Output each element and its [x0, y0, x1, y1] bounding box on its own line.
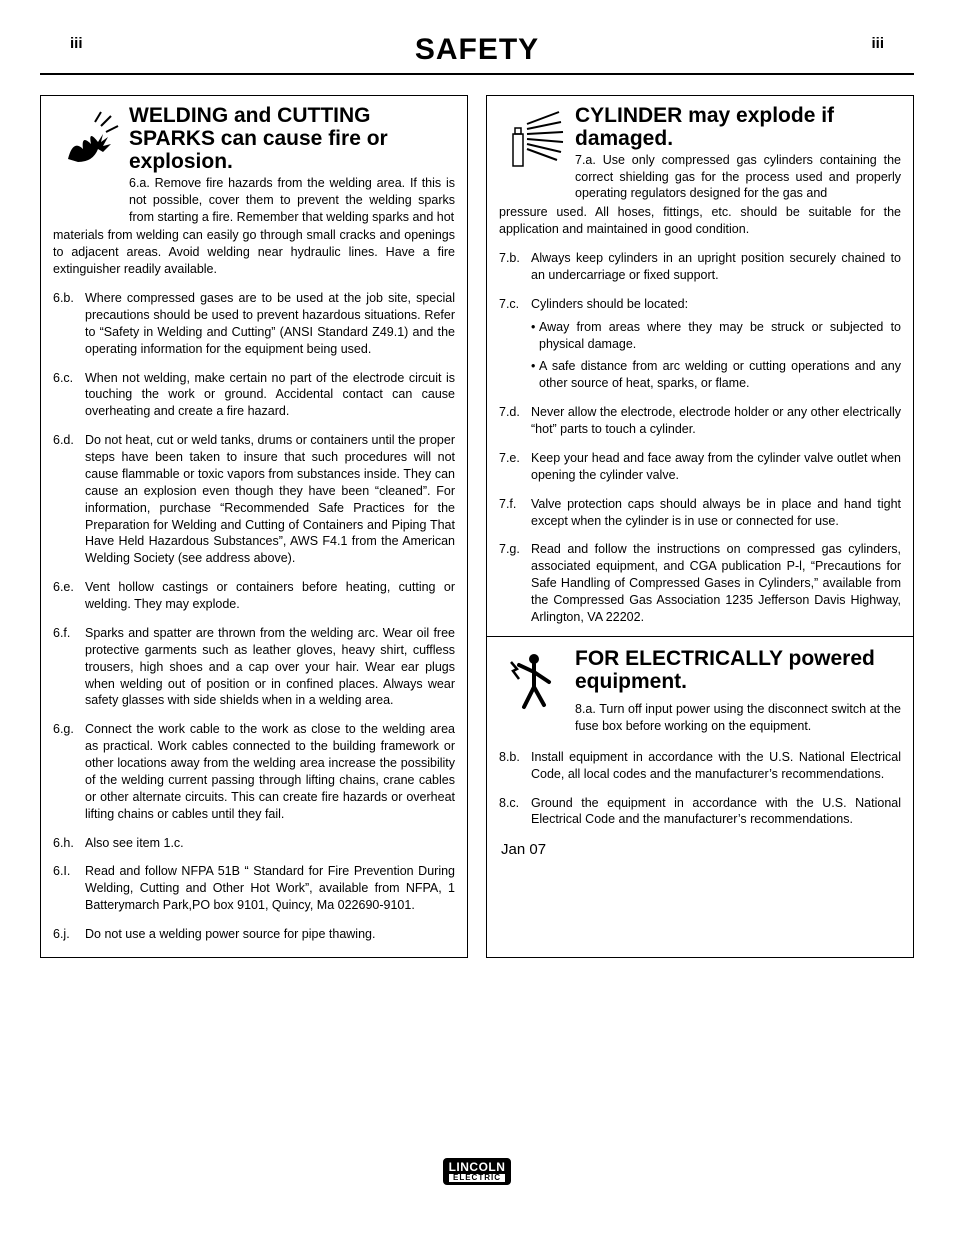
lincoln-logo-icon: LINCOLN ELECTRIC	[443, 1158, 512, 1185]
welding-item-label: 6.e.	[53, 579, 85, 613]
item-7a-inline: 7.a. Use only compressed gas cylinders c…	[575, 152, 901, 203]
welding-item-label: 6.I.	[53, 863, 85, 914]
electrical-item-text: Ground the equipment in accordance with …	[531, 795, 901, 829]
revision-date: Jan 07	[501, 840, 901, 860]
cylinder-item-label: 7.b.	[499, 250, 531, 284]
welding-item-text: Sparks and spatter are thrown from the w…	[85, 625, 455, 709]
footer-logo: LINCOLN ELECTRIC	[40, 1158, 914, 1185]
welding-item-label: 6.h.	[53, 835, 85, 852]
cylinder-section-head: CYLINDER may explode if damaged. 7.a. Us…	[499, 104, 901, 203]
welding-item: 6.e.Vent hollow castings or containers b…	[53, 579, 455, 613]
item-7a-cont: pressure used. All hoses, fittings, etc.…	[499, 204, 901, 238]
item-8a-inline: 8.a. Turn off input power using the disc…	[575, 701, 901, 735]
welding-item: 6.c.When not welding, make certain no pa…	[53, 370, 455, 421]
cylinder-explode-icon	[499, 104, 569, 174]
cylinder-item-label: 7.c.	[499, 296, 531, 313]
welding-item-text: Do not use a welding power source for pi…	[85, 926, 455, 943]
welding-item-label: 6.c.	[53, 370, 85, 421]
page-title: SAFETY	[40, 30, 914, 75]
content-columns: WELDING and CUTTING SPARKS can cause fir…	[40, 95, 914, 958]
cylinder-sub-item-text: A safe distance from arc welding or cutt…	[539, 358, 901, 392]
welding-item: 6.I.Read and follow NFPA 51B “ Standard …	[53, 863, 455, 914]
welding-section-head: WELDING and CUTTING SPARKS can cause fir…	[53, 104, 455, 226]
welding-item: 6.b.Where compressed gases are to be use…	[53, 290, 455, 358]
page-header: iii SAFETY iii	[40, 30, 914, 75]
logo-bottom: ELECTRIC	[449, 1174, 506, 1182]
welding-item-text: Also see item 1.c.	[85, 835, 455, 852]
item-6a-cont: materials from welding can easily go thr…	[53, 227, 455, 278]
electrical-title: FOR ELECTRICALLY powered equipment.	[575, 647, 901, 693]
welding-title: WELDING and CUTTING SPARKS can cause fir…	[129, 104, 455, 173]
welding-item-text: Where compressed gases are to be used at…	[85, 290, 455, 358]
cylinder-item-text: Keep your head and face away from the cy…	[531, 450, 901, 484]
cylinder-item: 7.f.Valve protection caps should always …	[499, 496, 901, 530]
left-column: WELDING and CUTTING SPARKS can cause fir…	[40, 95, 468, 958]
welding-item-label: 6.b.	[53, 290, 85, 358]
logo-top: LINCOLN	[449, 1161, 506, 1173]
electrical-item-label: 8.c.	[499, 795, 531, 829]
welding-item: 6.g.Connect the work cable to the work a…	[53, 721, 455, 822]
cylinder-item: 7.c.Cylinders should be located:	[499, 296, 901, 313]
right-column: CYLINDER may explode if damaged. 7.a. Us…	[486, 95, 914, 958]
cylinder-item-label: 7.d.	[499, 404, 531, 438]
cylinder-title: CYLINDER may explode if damaged.	[575, 104, 901, 150]
bullet-icon: •	[531, 319, 539, 353]
cylinder-item-text: Read and follow the instructions on comp…	[531, 541, 901, 625]
electrical-item-text: Install equipment in accordance with the…	[531, 749, 901, 783]
cylinder-sub-item: •A safe distance from arc welding or cut…	[531, 358, 901, 392]
section-divider	[487, 636, 913, 637]
welding-item: 6.d.Do not heat, cut or weld tanks, drum…	[53, 432, 455, 567]
welding-item: 6.j.Do not use a welding power source fo…	[53, 926, 455, 943]
cylinder-item: 7.b.Always keep cylinders in an upright …	[499, 250, 901, 284]
cylinder-item: 7.d.Never allow the electrode, electrode…	[499, 404, 901, 438]
welding-item-text: Read and follow NFPA 51B “ Standard for …	[85, 863, 455, 914]
electrical-section-head: FOR ELECTRICALLY powered equipment. 8.a.…	[499, 647, 901, 735]
welding-item-label: 6.d.	[53, 432, 85, 567]
welding-item: 6.f.Sparks and spatter are thrown from t…	[53, 625, 455, 709]
page-number-left: iii	[70, 34, 83, 54]
cylinder-sub-item: •Away from areas where they may be struc…	[531, 319, 901, 353]
cylinder-item-label: 7.e.	[499, 450, 531, 484]
cylinder-item-text: Valve protection caps should always be i…	[531, 496, 901, 530]
bullet-icon: •	[531, 358, 539, 392]
welding-item-text: Do not heat, cut or weld tanks, drums or…	[85, 432, 455, 567]
cylinder-item-label: 7.g.	[499, 541, 531, 625]
welding-item: 6.h.Also see item 1.c.	[53, 835, 455, 852]
electrical-item-label: 8.b.	[499, 749, 531, 783]
welding-item-label: 6.f.	[53, 625, 85, 709]
welding-item-text: Vent hollow castings or containers befor…	[85, 579, 455, 613]
welding-item-label: 6.j.	[53, 926, 85, 943]
cylinder-item-text: Always keep cylinders in an upright posi…	[531, 250, 901, 284]
welding-item-label: 6.g.	[53, 721, 85, 822]
cylinder-sub-item-text: Away from areas where they may be struck…	[539, 319, 901, 353]
cylinder-item-text: Cylinders should be located:	[531, 296, 901, 313]
fire-spark-icon	[53, 104, 123, 174]
electrical-item: 8.c.Ground the equipment in accordance w…	[499, 795, 901, 829]
welding-item-text: Connect the work cable to the work as cl…	[85, 721, 455, 822]
electric-shock-icon	[499, 647, 569, 717]
welding-item-text: When not welding, make certain no part o…	[85, 370, 455, 421]
item-6a-inline: 6.a. Remove fire hazards from the weldin…	[129, 175, 455, 226]
cylinder-item: 7.e.Keep your head and face away from th…	[499, 450, 901, 484]
page-number-right: iii	[871, 34, 884, 54]
electrical-item: 8.b.Install equipment in accordance with…	[499, 749, 901, 783]
cylinder-item-label: 7.f.	[499, 496, 531, 530]
cylinder-item: 7.g.Read and follow the instructions on …	[499, 541, 901, 625]
cylinder-item-text: Never allow the electrode, electrode hol…	[531, 404, 901, 438]
